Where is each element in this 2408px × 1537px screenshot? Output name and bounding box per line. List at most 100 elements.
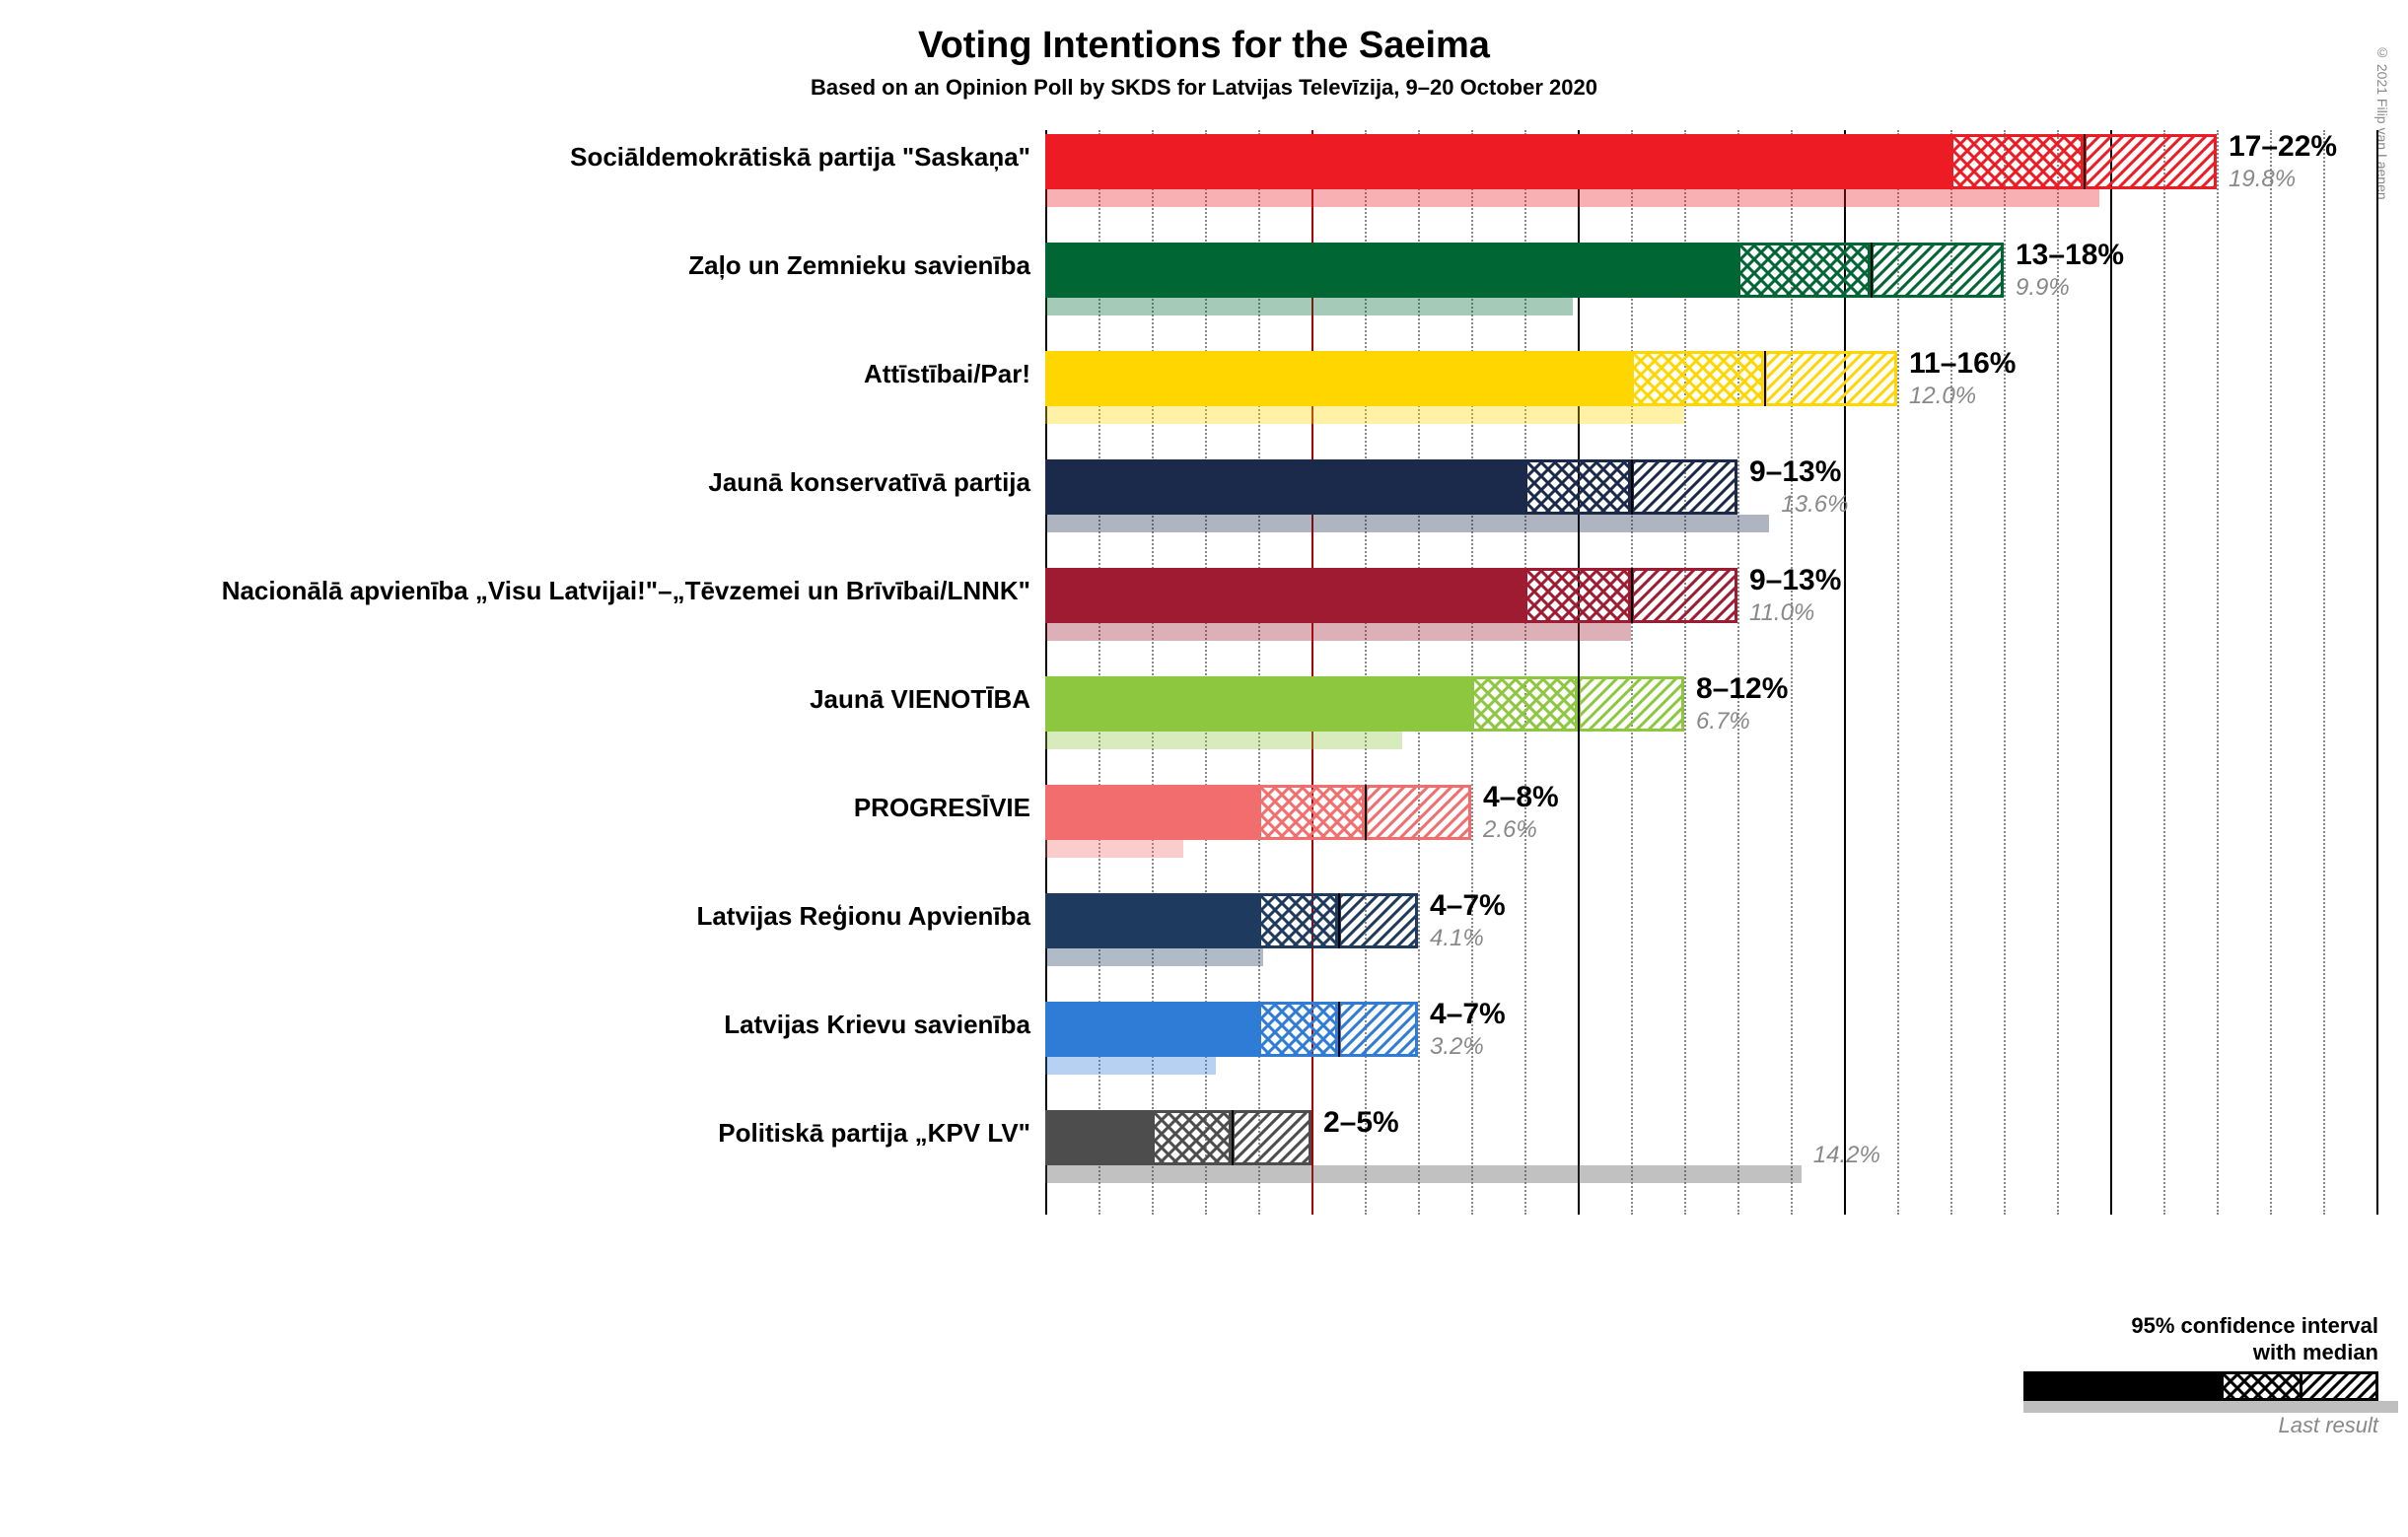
main-bar [1045,893,1418,948]
bar-ci-lower [1950,134,2084,189]
last-result-label: 14.2% [1813,1142,1880,1169]
main-bar [1045,243,2004,298]
bar-area: 4–7%3.2% [1045,998,2408,1106]
party-row: Attīstībai/Par!11–16%12.0% [0,347,2408,455]
party-row: Latvijas Krievu savienība4–7%3.2% [0,998,2408,1106]
range-label: 9–13% [1749,455,1841,489]
legend-title-line1: 95% confidence interval [2131,1313,2378,1338]
last-result-label: 19.8% [2229,166,2296,193]
last-result-bar [1045,298,1573,315]
legend-title: 95% confidence interval with median [2023,1313,2378,1365]
bar-ci-lower [1737,243,1871,298]
main-bar [1045,785,1471,840]
bar-ci-upper [2084,134,2217,189]
main-bar [1045,568,1737,623]
bar-area: 13–18%9.9% [1045,239,2408,347]
chart-container: Sociāldemokrātiskā partija "Saskaņa"17–2… [0,130,2408,1215]
legend-last-text: Last result [2023,1413,2378,1438]
bar-ci-upper [1338,893,1418,948]
party-row: Politiskā partija „KPV LV"2–5%14.2% [0,1106,2408,1215]
bar-solid [1045,893,1258,948]
median-tick [1365,785,1367,840]
median-tick [2084,134,2086,189]
bar-solid [1045,243,1737,298]
party-label: Latvijas Reģionu Apvienība [0,889,1045,932]
bar-ci-lower [1258,785,1365,840]
bar-area: 9–13%13.6% [1045,455,2408,564]
main-bar [1045,351,1897,406]
median-tick [1631,459,1633,515]
bar-solid [1045,1002,1258,1057]
bar-ci-lower [1258,893,1338,948]
main-bar [1045,676,1684,732]
median-tick [1338,1002,1340,1057]
last-result-label: 6.7% [1696,708,1750,735]
bar-area: 4–7%4.1% [1045,889,2408,998]
legend: 95% confidence interval with median Last… [2023,1313,2378,1438]
bar-ci-upper [1338,1002,1418,1057]
party-label: Latvijas Krievu savienība [0,998,1045,1040]
last-result-bar [1045,1165,1802,1183]
bar-ci-lower [1258,1002,1338,1057]
legend-solid [2023,1371,2221,1401]
main-bar [1045,459,1737,515]
bar-solid [1045,676,1471,732]
bar-solid [1045,459,1524,515]
bar-ci-lower [1524,459,1631,515]
party-label: PROGRESĪVIE [0,781,1045,823]
last-result-label: 11.0% [1749,599,1814,627]
party-label: Politiskā partija „KPV LV" [0,1106,1045,1149]
bar-ci-lower [1471,676,1578,732]
median-tick [1338,893,1340,948]
bar-ci-lower [1152,1110,1232,1165]
last-result-bar [1045,1057,1216,1075]
bar-area: 11–16%12.0% [1045,347,2408,455]
party-label: Jaunā konservatīvā partija [0,455,1045,498]
last-result-label: 13.6% [1781,491,1848,519]
bar-area: 17–22%19.8% [1045,130,2408,239]
bar-solid [1045,351,1631,406]
last-result-label: 4.1% [1430,925,1484,952]
bar-ci-upper [1365,785,1471,840]
party-label: Jaunā VIENOTĪBA [0,672,1045,715]
range-label: 9–13% [1749,564,1841,597]
bar-area: 4–8%2.6% [1045,781,2408,889]
bar-ci-upper [1764,351,1897,406]
legend-title-line2: with median [2253,1340,2378,1364]
legend-median [2300,1371,2302,1401]
bar-ci-lower [1631,351,1764,406]
party-row: Jaunā konservatīvā partija9–13%13.6% [0,455,2408,564]
range-label: 8–12% [1696,672,1788,706]
bar-solid [1045,134,1950,189]
last-result-bar [1045,189,2099,207]
last-result-bar [1045,840,1183,858]
main-bar [1045,1002,1418,1057]
bar-ci-upper [1578,676,1684,732]
bar-ci-upper [1631,459,1737,515]
chart-subtitle: Based on an Opinion Poll by SKDS for Lat… [0,75,2408,101]
median-tick [1764,351,1766,406]
last-result-bar [1045,948,1263,966]
bar-solid [1045,568,1524,623]
range-label: 4–7% [1430,889,1506,923]
bar-ci-upper [1232,1110,1311,1165]
last-result-label: 2.6% [1483,816,1537,844]
bar-area: 9–13%11.0% [1045,564,2408,672]
median-tick [1631,568,1633,623]
last-result-label: 12.0% [1909,383,1976,410]
main-bar [1045,134,2217,189]
party-row: Nacionālā apvienība „Visu Latvijai!"–„Tē… [0,564,2408,672]
bar-area: 8–12%6.7% [1045,672,2408,781]
bar-solid [1045,1110,1152,1165]
bar-ci-lower [1524,568,1631,623]
last-result-bar [1045,732,1402,749]
median-tick [1232,1110,1234,1165]
party-label: Nacionālā apvienība „Visu Latvijai!"–„Tē… [0,564,1045,606]
party-label: Attīstībai/Par! [0,347,1045,389]
range-label: 4–8% [1483,781,1559,814]
party-row: Zaļo un Zemnieku savienība13–18%9.9% [0,239,2408,347]
median-tick [1578,676,1580,732]
party-label: Sociāldemokrātiskā partija "Saskaņa" [0,130,1045,173]
party-row: PROGRESĪVIE4–8%2.6% [0,781,2408,889]
main-bar [1045,1110,1311,1165]
